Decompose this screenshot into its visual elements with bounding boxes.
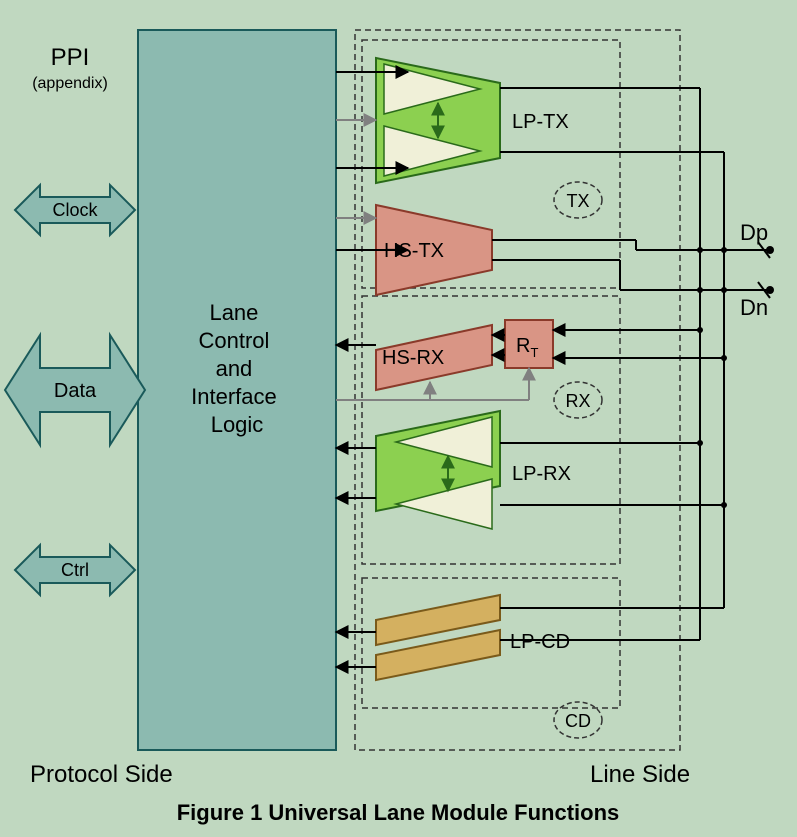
rx-badge-label: RX	[565, 391, 590, 411]
ctrl-label: Ctrl	[61, 560, 89, 580]
tx-badge-label: TX	[566, 191, 589, 211]
ppi-label: PPI	[51, 44, 90, 71]
lp-cd-label: LP-CD	[510, 631, 570, 653]
cd-badge-label: CD	[565, 711, 591, 731]
clock-label: Clock	[52, 200, 98, 220]
lp-tx-label: LP-TX	[512, 111, 569, 133]
dn-label: Dn	[740, 295, 768, 320]
dp-label: Dp	[740, 220, 768, 245]
hs-rx-label: HS-RX	[382, 347, 444, 369]
data-label: Data	[54, 380, 97, 402]
ppi-sub-label: (appendix)	[32, 75, 108, 92]
figure-caption: Figure 1 Universal Lane Module Functions	[177, 800, 620, 825]
diagram-canvas: Lane Control and Interface Logic PPI (ap…	[0, 0, 797, 837]
protocol-side-label: Protocol Side	[30, 761, 173, 788]
lp-rx-label: LP-RX	[512, 463, 571, 485]
line-side-label: Line Side	[590, 761, 690, 788]
